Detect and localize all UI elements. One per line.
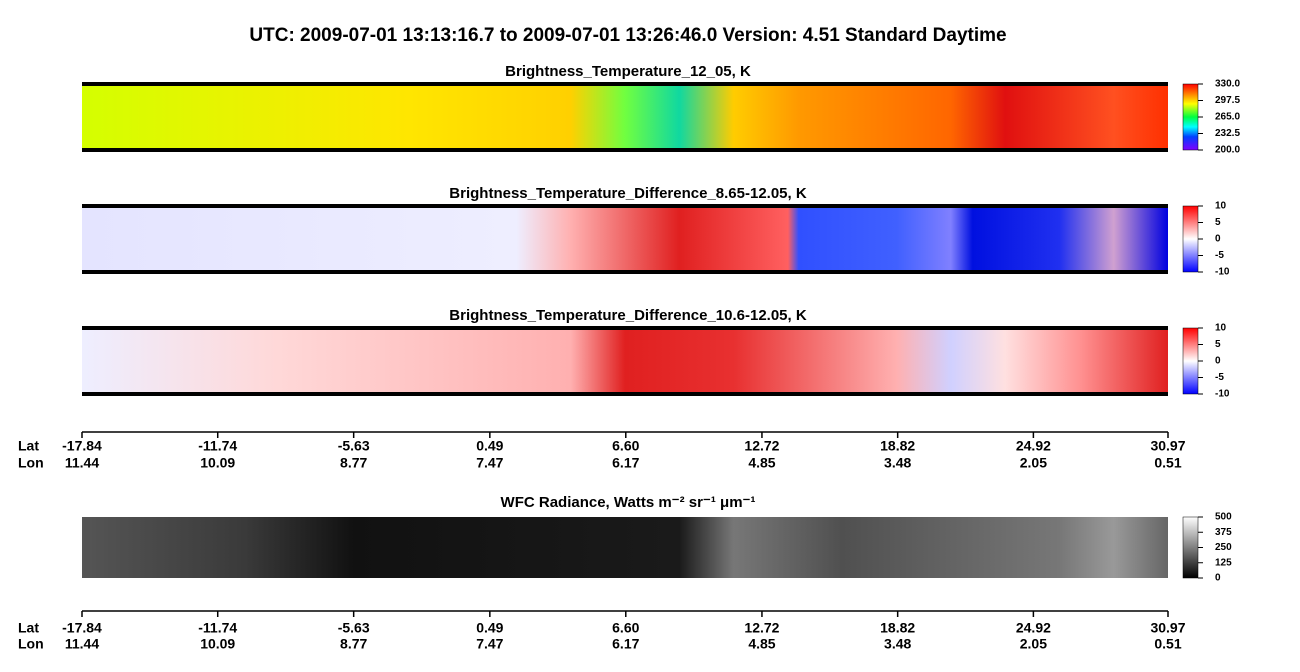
lon-label: Lon xyxy=(18,455,44,471)
colorbar-tick-label: 5 xyxy=(1215,217,1221,228)
lon-tick-label: 8.77 xyxy=(340,455,367,471)
colorbar-tick-label: 297.5 xyxy=(1215,95,1240,106)
lon-tick-label: 7.47 xyxy=(476,455,503,471)
lat-tick-label: -11.74 xyxy=(198,438,237,454)
lat-tick-label: 0.49 xyxy=(476,438,503,454)
lat-tick-label: -11.74 xyxy=(198,620,237,636)
lat-tick-label: 24.92 xyxy=(1016,438,1051,454)
colorbar-tick-label: -10 xyxy=(1215,267,1230,278)
lat-tick-label: -5.63 xyxy=(338,620,370,636)
lat-tick-label: 18.82 xyxy=(880,620,915,636)
lat-tick-label: 30.97 xyxy=(1150,620,1185,636)
colorbar-tick-label: 125 xyxy=(1215,557,1232,568)
lon-tick-label: 0.51 xyxy=(1154,455,1181,471)
image-strip xyxy=(82,206,1168,272)
colorbar-tick-label: -5 xyxy=(1215,372,1224,383)
panel-title: WFC Radiance, Watts m⁻² sr⁻¹ μm⁻¹ xyxy=(501,494,756,511)
figure-title: UTC: 2009-07-01 13:13:16.7 to 2009-07-01… xyxy=(249,25,1006,46)
colorbar-tick-label: 265.0 xyxy=(1215,112,1240,123)
lat-tick-label: 24.92 xyxy=(1016,620,1051,636)
lon-tick-label: 11.44 xyxy=(65,636,99,652)
lat-tick-label: 6.60 xyxy=(612,438,639,454)
lat-tick-label: -17.84 xyxy=(62,438,102,454)
lon-tick-label: 10.09 xyxy=(200,455,235,471)
colorbar-tick-label: 0 xyxy=(1215,356,1221,367)
lon-tick-label: 4.85 xyxy=(748,636,775,652)
colorbar-tick-label: 250 xyxy=(1215,542,1232,553)
lon-tick-label: 0.51 xyxy=(1154,636,1181,652)
panel-title: Brightness_Temperature_12_05, K xyxy=(505,63,751,80)
image-strip xyxy=(82,328,1168,394)
lat-tick-label: 30.97 xyxy=(1150,438,1185,454)
colorbar xyxy=(1182,516,1199,579)
lat-tick-label: 0.49 xyxy=(476,620,503,636)
lon-tick-label: 3.48 xyxy=(884,455,911,471)
lat-tick-label: -17.84 xyxy=(62,620,102,636)
colorbar xyxy=(1182,83,1199,151)
lon-tick-label: 4.85 xyxy=(748,455,775,471)
image-strip xyxy=(82,84,1168,150)
strip-edge xyxy=(82,392,1168,396)
colorbar-tick-label: 10 xyxy=(1215,201,1227,212)
strip-edge xyxy=(82,148,1168,152)
strip-edge xyxy=(82,270,1168,274)
lat-tick-label: 18.82 xyxy=(880,438,915,454)
colorbar-tick-label: 200.0 xyxy=(1215,145,1240,156)
colorbar-tick-label: 10 xyxy=(1215,323,1227,334)
lon-tick-label: 6.17 xyxy=(612,636,639,652)
colorbar-tick-label: 375 xyxy=(1215,527,1232,538)
lon-tick-label: 6.17 xyxy=(612,455,639,471)
colorbar-tick-label: 500 xyxy=(1215,512,1232,523)
colorbar xyxy=(1182,205,1199,273)
strip-edge xyxy=(82,82,1168,86)
image-strip xyxy=(82,517,1168,578)
lon-tick-label: 2.05 xyxy=(1020,636,1047,652)
colorbar xyxy=(1182,327,1199,395)
colorbar-tick-label: 5 xyxy=(1215,339,1221,350)
lat-label: Lat xyxy=(18,620,39,636)
lon-tick-label: 3.48 xyxy=(884,636,911,652)
lon-label: Lon xyxy=(18,636,44,652)
lat-tick-label: 12.72 xyxy=(744,438,779,454)
colorbar-tick-label: -10 xyxy=(1215,389,1230,400)
colorbar-tick-label: -5 xyxy=(1215,250,1224,261)
lon-tick-label: 2.05 xyxy=(1020,455,1047,471)
panel-title: Brightness_Temperature_Difference_8.65-1… xyxy=(449,185,807,202)
lat-tick-label: -5.63 xyxy=(338,438,370,454)
lat-label: Lat xyxy=(18,438,39,454)
lon-tick-label: 8.77 xyxy=(340,636,367,652)
panel-title: Brightness_Temperature_Difference_10.6-1… xyxy=(449,307,807,324)
colorbar-tick-label: 232.5 xyxy=(1215,128,1240,139)
colorbar-tick-label: 0 xyxy=(1215,234,1221,245)
lat-tick-label: 12.72 xyxy=(744,620,779,636)
colorbar-tick-label: 330.0 xyxy=(1215,79,1240,90)
strip-edge xyxy=(82,326,1168,330)
lon-tick-label: 11.44 xyxy=(65,455,99,471)
lon-tick-label: 10.09 xyxy=(200,636,235,652)
lon-tick-label: 7.47 xyxy=(476,636,503,652)
colorbar-tick-label: 0 xyxy=(1215,573,1221,584)
strip-edge xyxy=(82,204,1168,208)
lat-tick-label: 6.60 xyxy=(612,620,639,636)
